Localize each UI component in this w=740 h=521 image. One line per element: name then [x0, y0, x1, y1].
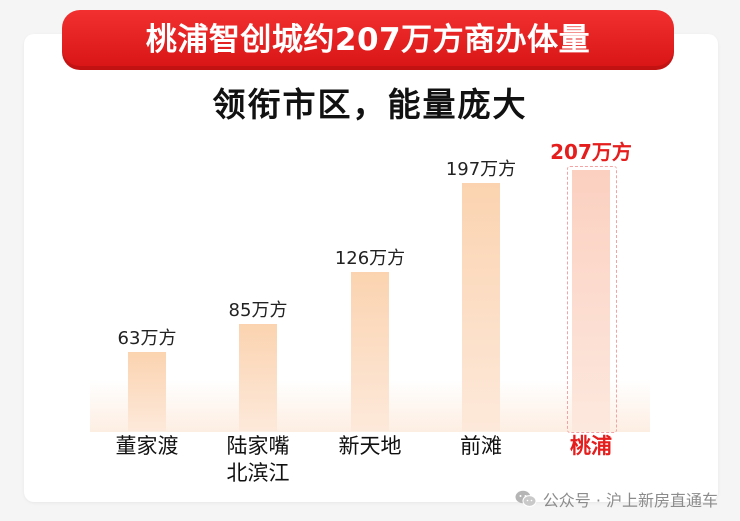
value-label-2: 126万方 — [334, 248, 406, 270]
value-label-4: 207万方 — [550, 140, 632, 165]
bar-4 — [572, 170, 610, 431]
value-label-3: 197万方 — [445, 158, 517, 180]
category-label-2: 新天地 — [338, 434, 402, 458]
category-label-3: 前滩 — [460, 434, 502, 458]
wechat-icon — [515, 490, 537, 507]
category-label-0: 董家渡 — [115, 434, 179, 458]
value-label-1: 85万方 — [228, 299, 288, 321]
highlight-frame — [567, 166, 617, 433]
category-label-4: 桃浦 — [570, 434, 612, 458]
value-label-0: 63万方 — [117, 327, 177, 349]
bar-0 — [128, 351, 166, 431]
bar-3 — [462, 182, 500, 431]
bar-2 — [351, 272, 389, 431]
footer-watermark: 公众号 · 沪上新房直通车 — [515, 487, 718, 511]
banner-title: 桃浦智创城约207万方商办体量 — [145, 22, 591, 58]
category-label-1: 陆家嘴 北滨江 — [226, 434, 290, 485]
bar-1 — [239, 323, 277, 431]
page-subtitle: 领衔市区，能量庞大 — [212, 85, 528, 124]
title-banner: 桃浦智创城约207万方商办体量 — [62, 10, 674, 70]
footer-text: 公众号 · 沪上新房直通车 — [542, 491, 718, 510]
